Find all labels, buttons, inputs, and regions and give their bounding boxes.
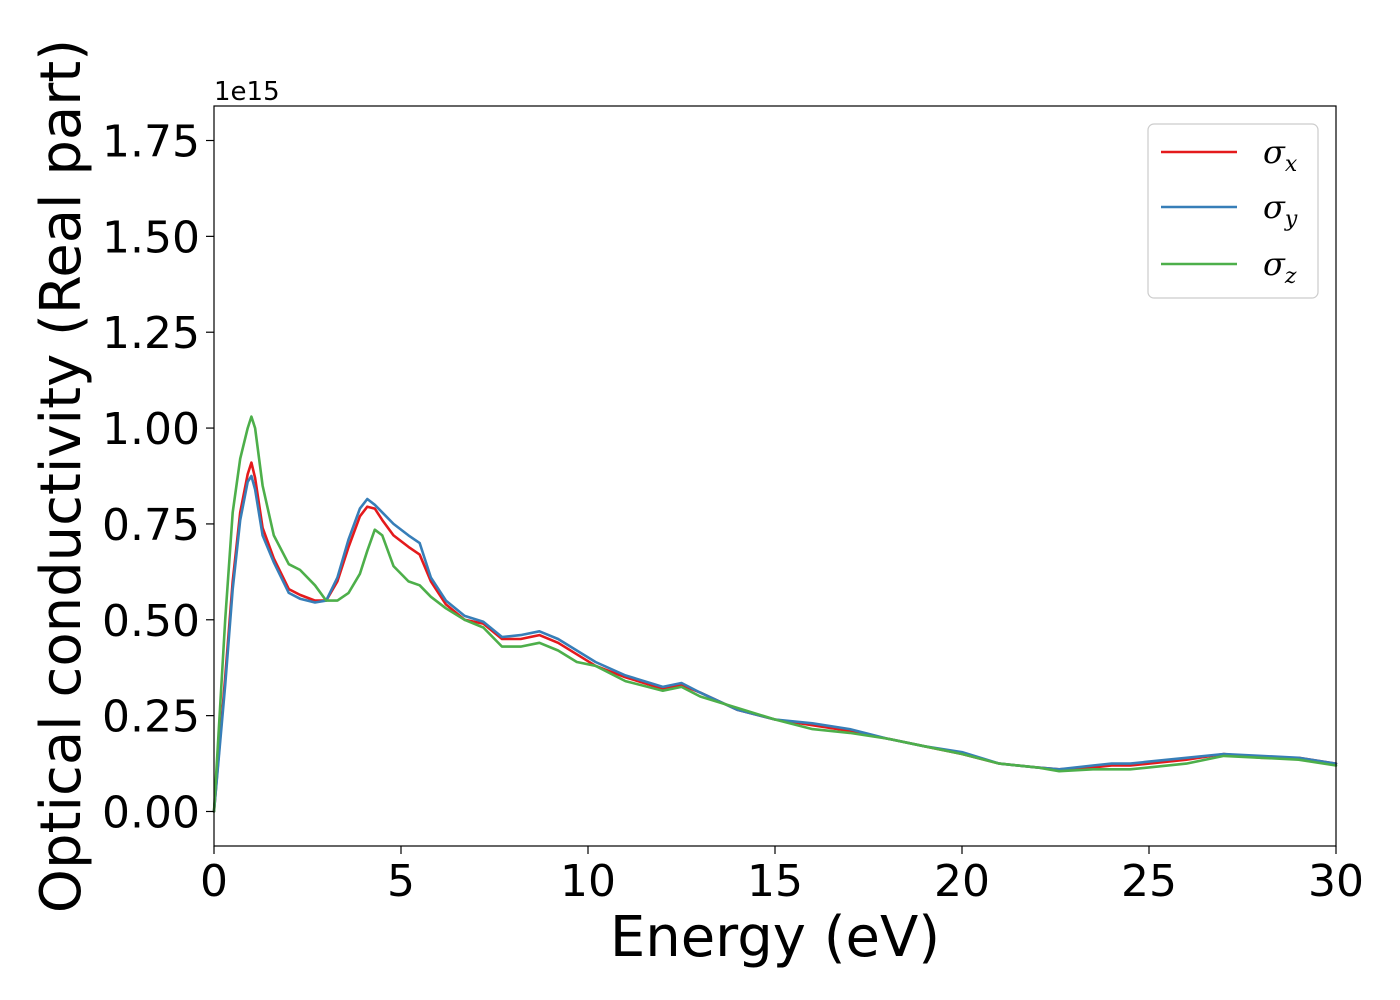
x-tick-label: 25 [1121,856,1177,907]
series-lines [212,415,1338,813]
legend-label-2: σy [1263,188,1298,232]
legend: σx σy σz [1147,123,1319,299]
y-tick-label: 0.75 [102,500,200,551]
legend-frame [1147,123,1319,299]
legend-label-3: σz [1263,245,1297,289]
x-tick-label: 15 [747,856,803,907]
y-tick-label: 1.75 [102,117,200,168]
y-tick-label: 1.25 [102,308,200,359]
y-tick-label: 1.00 [102,404,200,455]
y-offset-text: 1e15 [214,77,280,107]
y-tick-label: 1.50 [102,212,200,263]
series-line-3 [212,415,1338,813]
x-tick-label: 0 [200,856,228,907]
series-line-2 [212,474,1338,813]
y-tick-label: 0.50 [102,596,200,647]
x-axis-ticks: 0 5 10 15 20 25 30 [200,846,1364,907]
x-tick-label: 10 [560,856,616,907]
x-tick-label: 5 [387,856,415,907]
y-tick-label: 0.00 [102,787,200,838]
y-tick-label: 0.25 [102,692,200,743]
x-tick-label: 30 [1308,856,1364,907]
y-axis-ticks: 0.00 0.25 0.50 0.75 1.00 1.25 1.50 1.75 [102,117,214,838]
x-tick-label: 20 [934,856,990,907]
legend-label-1: σx [1263,133,1298,177]
y-axis-label: Optical conductivity (Real part) [29,39,94,913]
x-axis-label: Energy (eV) [610,905,940,970]
